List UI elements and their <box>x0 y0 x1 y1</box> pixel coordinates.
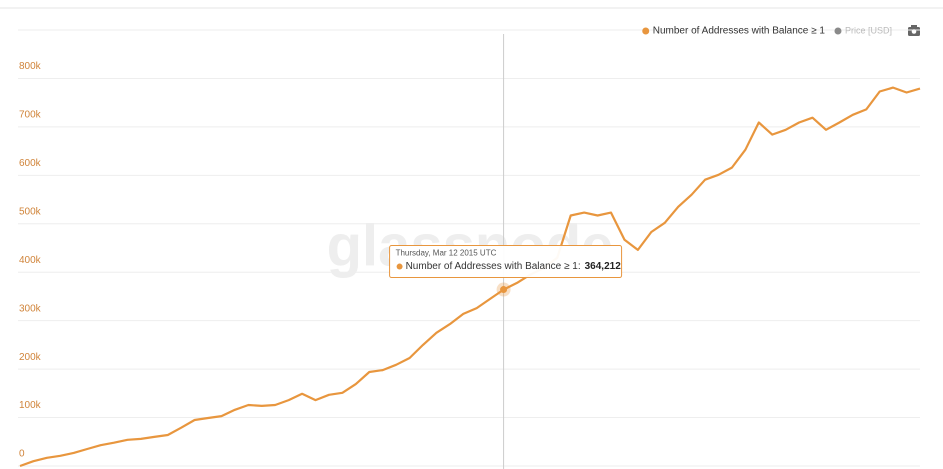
y-tick-label: 500k <box>19 206 42 217</box>
y-tick-label: 300k <box>19 303 42 314</box>
series-line <box>19 86 921 468</box>
y-tick-label: 800k <box>19 61 42 72</box>
y-tick-label: 100k <box>19 400 42 411</box>
tooltip-dot <box>396 263 403 270</box>
tooltip-date: Thursday, Mar 12 2015 UTC <box>396 249 497 258</box>
y-tick-label: 200k <box>19 352 42 363</box>
legend-marker <box>834 27 842 35</box>
tooltip: Thursday, Mar 12 2015 UTC Number of Addre… <box>389 245 623 279</box>
y-tick-label: 0 <box>19 449 25 460</box>
legend-marker <box>642 27 650 35</box>
y-tick-label: 700k <box>19 110 42 121</box>
hover-point <box>500 286 508 294</box>
y-tick-label: 400k <box>19 255 42 266</box>
tooltip-label: Number of Addresses with Balance ≥ 1: <box>406 261 581 272</box>
legend-label[interactable]: Price [USD] <box>845 25 892 35</box>
legend-label[interactable]: Number of Addresses with Balance ≥ 1 <box>653 26 826 37</box>
tooltip-value: 364,212 <box>585 261 622 272</box>
y-tick-label: 600k <box>19 158 42 169</box>
tooltip-box <box>389 245 623 279</box>
